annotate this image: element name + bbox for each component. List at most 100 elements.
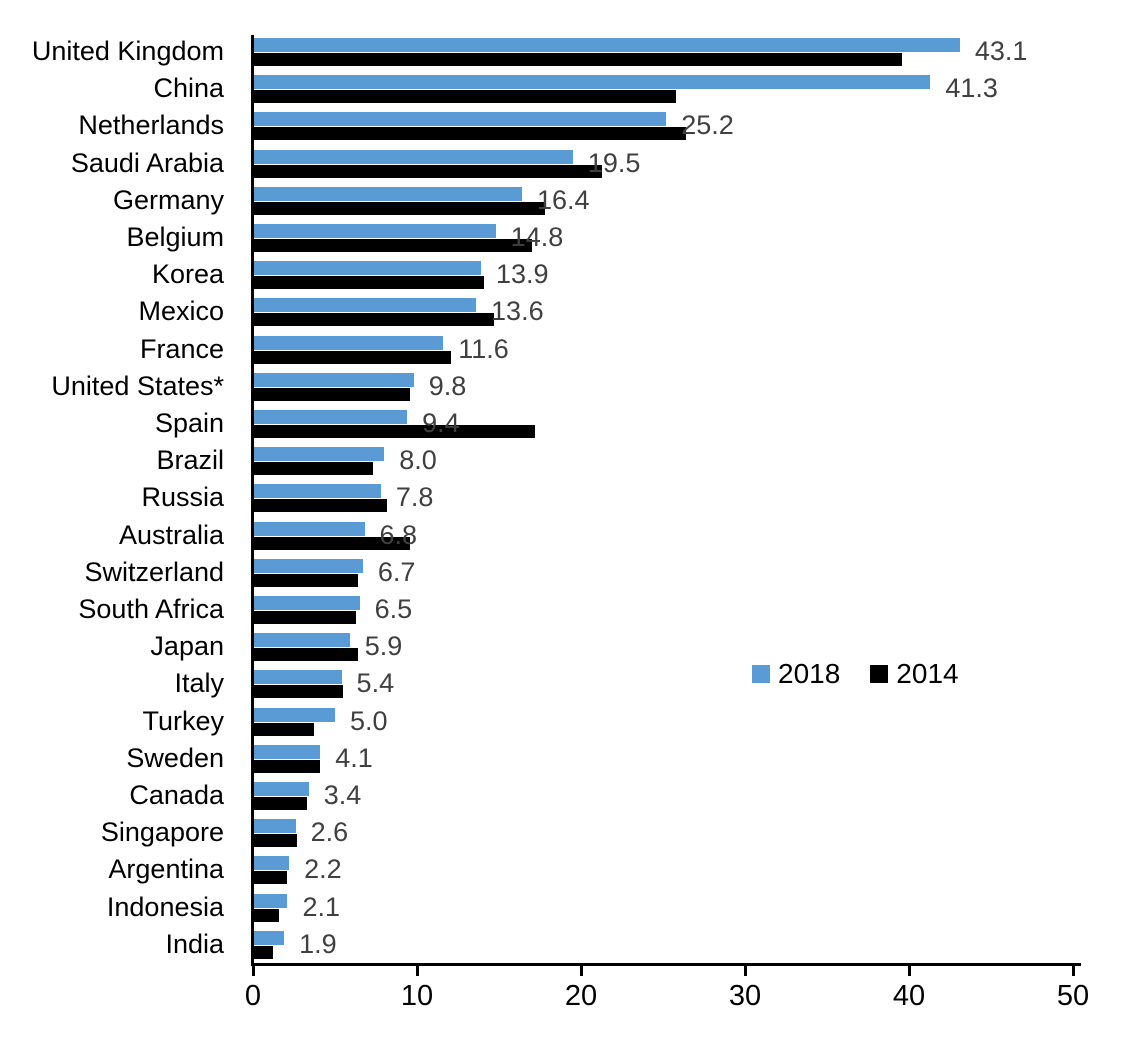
category-label: Spain xyxy=(154,408,224,438)
value-label: 13.9 xyxy=(495,259,549,290)
value-label: 7.8 xyxy=(395,482,434,513)
bar-2018 xyxy=(253,484,381,499)
value-label: 5.9 xyxy=(364,631,403,662)
value-label: 14.8 xyxy=(510,222,564,252)
bar-2014 xyxy=(253,201,545,215)
category-label: South Africa xyxy=(78,594,224,624)
category-label: Germany xyxy=(112,184,224,215)
x-tick-mark xyxy=(416,966,419,976)
value-label: 3.4 xyxy=(323,780,362,810)
category-label: Italy xyxy=(174,668,224,699)
bar-2014 xyxy=(253,239,532,252)
x-tick-mark xyxy=(744,966,747,976)
value-label: 2.1 xyxy=(302,891,340,922)
bar-2014 xyxy=(253,425,536,438)
bar-2014 xyxy=(253,685,344,699)
bar-2018 xyxy=(253,298,477,313)
x-tick-label: 0 xyxy=(244,980,262,1012)
bar-2014 xyxy=(253,611,357,624)
bar-2014 xyxy=(253,276,485,290)
category-label: Turkey xyxy=(142,705,224,736)
bar-2018 xyxy=(253,782,309,796)
bar-2018 xyxy=(253,930,285,945)
value-label: 13.6 xyxy=(491,296,544,327)
bar-2018 xyxy=(253,633,350,648)
bar-2018 xyxy=(253,335,444,350)
x-tick-label: 40 xyxy=(892,980,926,1012)
bar-2014 xyxy=(253,462,373,476)
bar-2018 xyxy=(253,707,335,722)
category-label: United States* xyxy=(51,370,224,401)
category-label: Canada xyxy=(129,780,224,810)
category-label: Netherlands xyxy=(78,110,224,141)
bar-2014 xyxy=(253,313,495,327)
bar-2018 xyxy=(253,261,481,276)
value-label: 9.8 xyxy=(428,370,467,401)
value-label: 16.4 xyxy=(536,184,590,215)
bar-2014 xyxy=(253,350,452,364)
legend-label-2014: 2014 xyxy=(896,658,959,689)
value-label: 19.5 xyxy=(587,147,641,178)
bar-2018 xyxy=(253,447,385,462)
value-label: 1.9 xyxy=(299,928,337,959)
bar-2018 xyxy=(253,149,573,164)
category-label: Switzerland xyxy=(84,556,224,587)
bar-2018 xyxy=(253,224,496,238)
bar-2018 xyxy=(253,112,667,127)
x-tick-mark xyxy=(908,966,911,976)
bar-2014 xyxy=(253,164,603,178)
bar-2014 xyxy=(253,536,411,550)
legend-item-2018: 2018 xyxy=(752,658,840,690)
x-tick-label: 50 xyxy=(1056,980,1090,1012)
bar-2018 xyxy=(253,372,414,387)
category-label: Singapore xyxy=(100,817,224,848)
category-label: Korea xyxy=(151,259,224,290)
category-label: Argentina xyxy=(108,854,224,885)
value-label: 2.6 xyxy=(310,817,349,848)
category-label: India xyxy=(165,928,224,959)
value-label: 4.1 xyxy=(335,742,373,773)
bar-2014 xyxy=(253,387,411,401)
legend-swatch-2018 xyxy=(752,665,770,683)
value-label: 6.8 xyxy=(379,519,418,550)
bar-2018 xyxy=(253,596,360,610)
value-label: 2.2 xyxy=(304,854,342,885)
bar-2014 xyxy=(253,945,273,959)
category-label: Sweden xyxy=(126,742,224,773)
y-axis-line xyxy=(251,35,254,966)
value-label: 41.3 xyxy=(945,73,998,104)
bar-2018 xyxy=(253,856,290,871)
category-label: Belgium xyxy=(126,222,224,252)
bar-2014 xyxy=(253,499,388,513)
category-label: Mexico xyxy=(138,296,224,327)
category-label: Brazil xyxy=(156,445,224,476)
bar-2018 xyxy=(253,744,321,759)
value-label: 5.4 xyxy=(356,668,395,699)
bar-2018 xyxy=(253,186,522,201)
bar-2018 xyxy=(253,670,342,685)
x-tick-mark xyxy=(1072,966,1075,976)
bar-2014 xyxy=(253,759,321,773)
category-label: Indonesia xyxy=(106,891,224,922)
value-label: 6.5 xyxy=(374,594,413,624)
x-tick-label: 20 xyxy=(564,980,598,1012)
bar-2014 xyxy=(253,648,358,662)
bar-2018 xyxy=(253,819,296,834)
value-label: 6.7 xyxy=(377,556,416,587)
category-label: France xyxy=(139,333,224,364)
bar-2018 xyxy=(253,75,931,90)
bar-2014 xyxy=(253,871,288,885)
legend-item-2014: 2014 xyxy=(870,658,959,690)
value-label: 9.4 xyxy=(422,408,460,438)
category-label: Russia xyxy=(141,482,224,513)
value-label: 25.2 xyxy=(681,110,734,141)
value-label: 5.0 xyxy=(350,705,388,736)
x-tick-mark xyxy=(252,966,255,976)
category-label: Saudi Arabia xyxy=(70,147,224,178)
bar-2014 xyxy=(253,573,358,587)
bar-2014 xyxy=(253,908,280,922)
bar-2018 xyxy=(253,410,408,424)
category-label: China xyxy=(153,73,224,104)
value-label: 11.6 xyxy=(458,333,509,364)
x-tick-label: 10 xyxy=(400,980,434,1012)
